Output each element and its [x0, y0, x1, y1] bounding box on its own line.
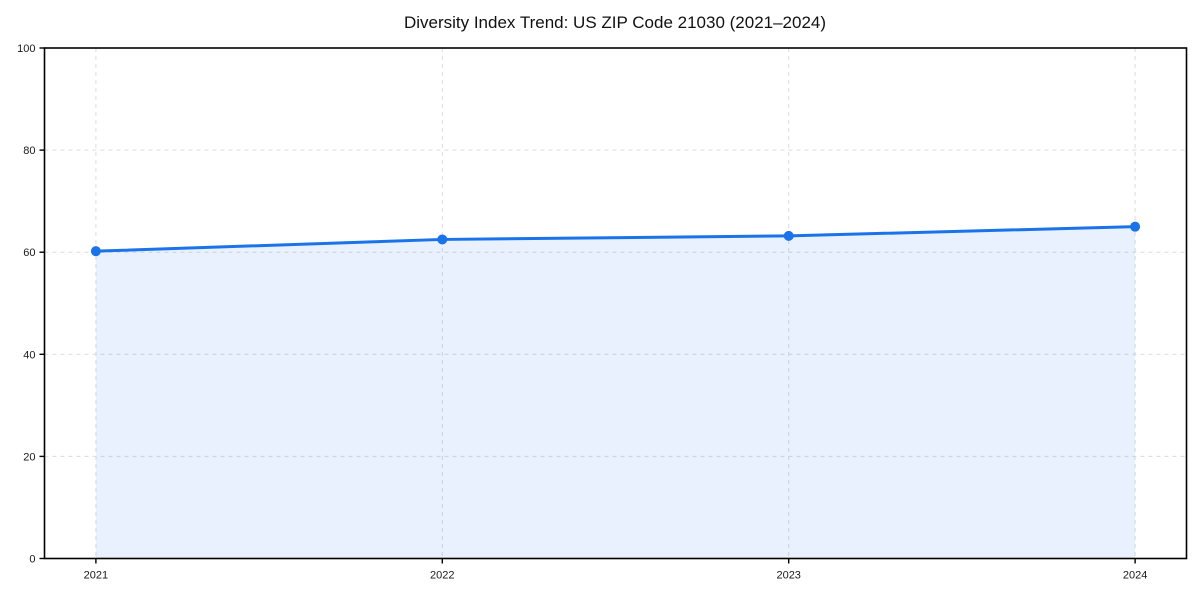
x-tick-label: 2024 — [1123, 570, 1147, 582]
tick-marks-group — [39, 47, 1136, 564]
tick-labels-group: 0 20 40 60 80 100 2021 2022 2023 2024 — [17, 43, 1147, 582]
y-tick-label: 60 — [23, 247, 35, 259]
x-tick-label: 2023 — [776, 570, 800, 582]
line-series-group — [94, 225, 1137, 253]
axes-spines-group — [43, 47, 1188, 560]
y-tick-label: 0 — [29, 554, 35, 566]
x-tick-label: 2022 — [430, 570, 454, 582]
y-tick-label: 20 — [23, 451, 35, 463]
data-point-marker — [1130, 221, 1141, 232]
trend-line — [94, 225, 1137, 253]
data-point-marker — [90, 246, 101, 257]
area-fill-group — [95, 226, 1136, 559]
chart-title: Diversity Index Trend: US ZIP Code 21030… — [404, 13, 826, 32]
y-tick-label: 80 — [23, 145, 35, 157]
x-tick-label: 2021 — [84, 570, 108, 582]
y-tick-label: 100 — [17, 43, 35, 55]
data-point-marker — [783, 230, 794, 241]
data-point-marker — [437, 234, 448, 245]
area-fill — [95, 226, 1136, 559]
plot-spines — [43, 47, 1188, 560]
y-tick-label: 40 — [23, 349, 35, 361]
marker-group — [90, 221, 1141, 257]
